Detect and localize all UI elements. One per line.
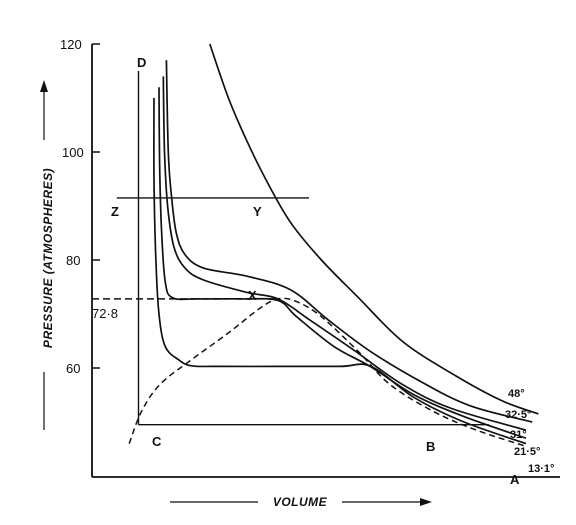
isotherm-line-1	[165, 60, 533, 423]
y-tick-label-80: 80	[66, 253, 80, 268]
label-z: Z	[111, 204, 119, 219]
label-y: Y	[253, 204, 262, 219]
y-ticks	[92, 43, 100, 369]
label-a: A	[510, 472, 520, 487]
x-axis-title-arrow-icon	[420, 498, 432, 506]
saturation-curve	[128, 297, 527, 448]
y-tick-label-100: 100	[62, 145, 84, 160]
label-b: B	[426, 439, 435, 454]
y-tick-label-60: 60	[66, 361, 80, 376]
y-tick-label-120: 120	[60, 37, 82, 52]
y-axis-title-arrow-icon	[40, 80, 48, 92]
series-label-48: 48°	[508, 388, 525, 400]
label-d: D	[137, 55, 146, 70]
series-label-32-5: 32·5°	[505, 409, 531, 421]
isotherm-line-2	[162, 76, 527, 431]
isotherm-line-4	[153, 97, 527, 445]
label-c: C	[152, 434, 162, 449]
isotherm-line-3	[158, 87, 527, 440]
label-72-8: 72·8	[92, 306, 118, 321]
series-label-31: 31°	[510, 429, 527, 441]
isotherm-line-0	[208, 43, 539, 415]
series-label-21-5: 21·5°	[514, 446, 540, 458]
label-x: X	[248, 288, 257, 303]
y-axis-title-group: PRESSURE (ATMOSPHERES)	[40, 80, 55, 430]
series-label-13-1: 13·1°	[528, 463, 554, 475]
isotherm-series	[153, 43, 539, 445]
x-axis-title-group: VOLUME	[170, 495, 432, 509]
y-axis-title: PRESSURE (ATMOSPHERES)	[41, 168, 55, 348]
x-axis-title: VOLUME	[273, 495, 328, 509]
reference-lines	[92, 71, 489, 426]
